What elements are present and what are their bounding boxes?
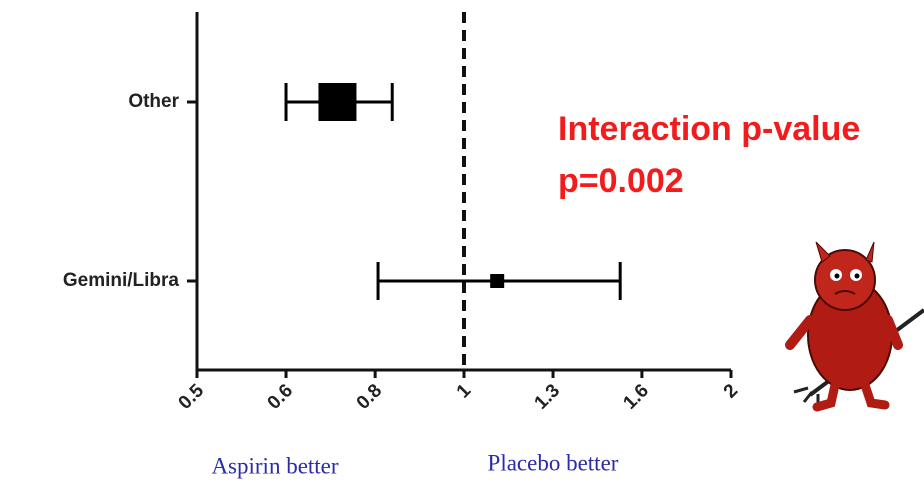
x-tick-label: 0.8 [353,380,387,414]
devil-illustration [785,241,924,412]
annotation: p=0.002 [558,162,684,200]
x-tick-label: 2 [720,380,742,402]
x-tick-label: 0.6 [264,380,298,414]
point-estimate [490,274,505,288]
x-tick-label: 1.3 [531,380,565,414]
category-label: Other [128,91,179,112]
category-label: Gemini/Libra [63,270,180,291]
x-tick-label: 1 [453,380,476,403]
annotation: Interaction p-value [558,110,860,148]
point-estimate [318,83,357,121]
left-label: Aspirin better [211,453,338,478]
right-label: Placebo better [488,450,619,475]
x-tick-label: 0.5 [175,380,209,414]
x-tick-label: 1.6 [619,380,653,414]
